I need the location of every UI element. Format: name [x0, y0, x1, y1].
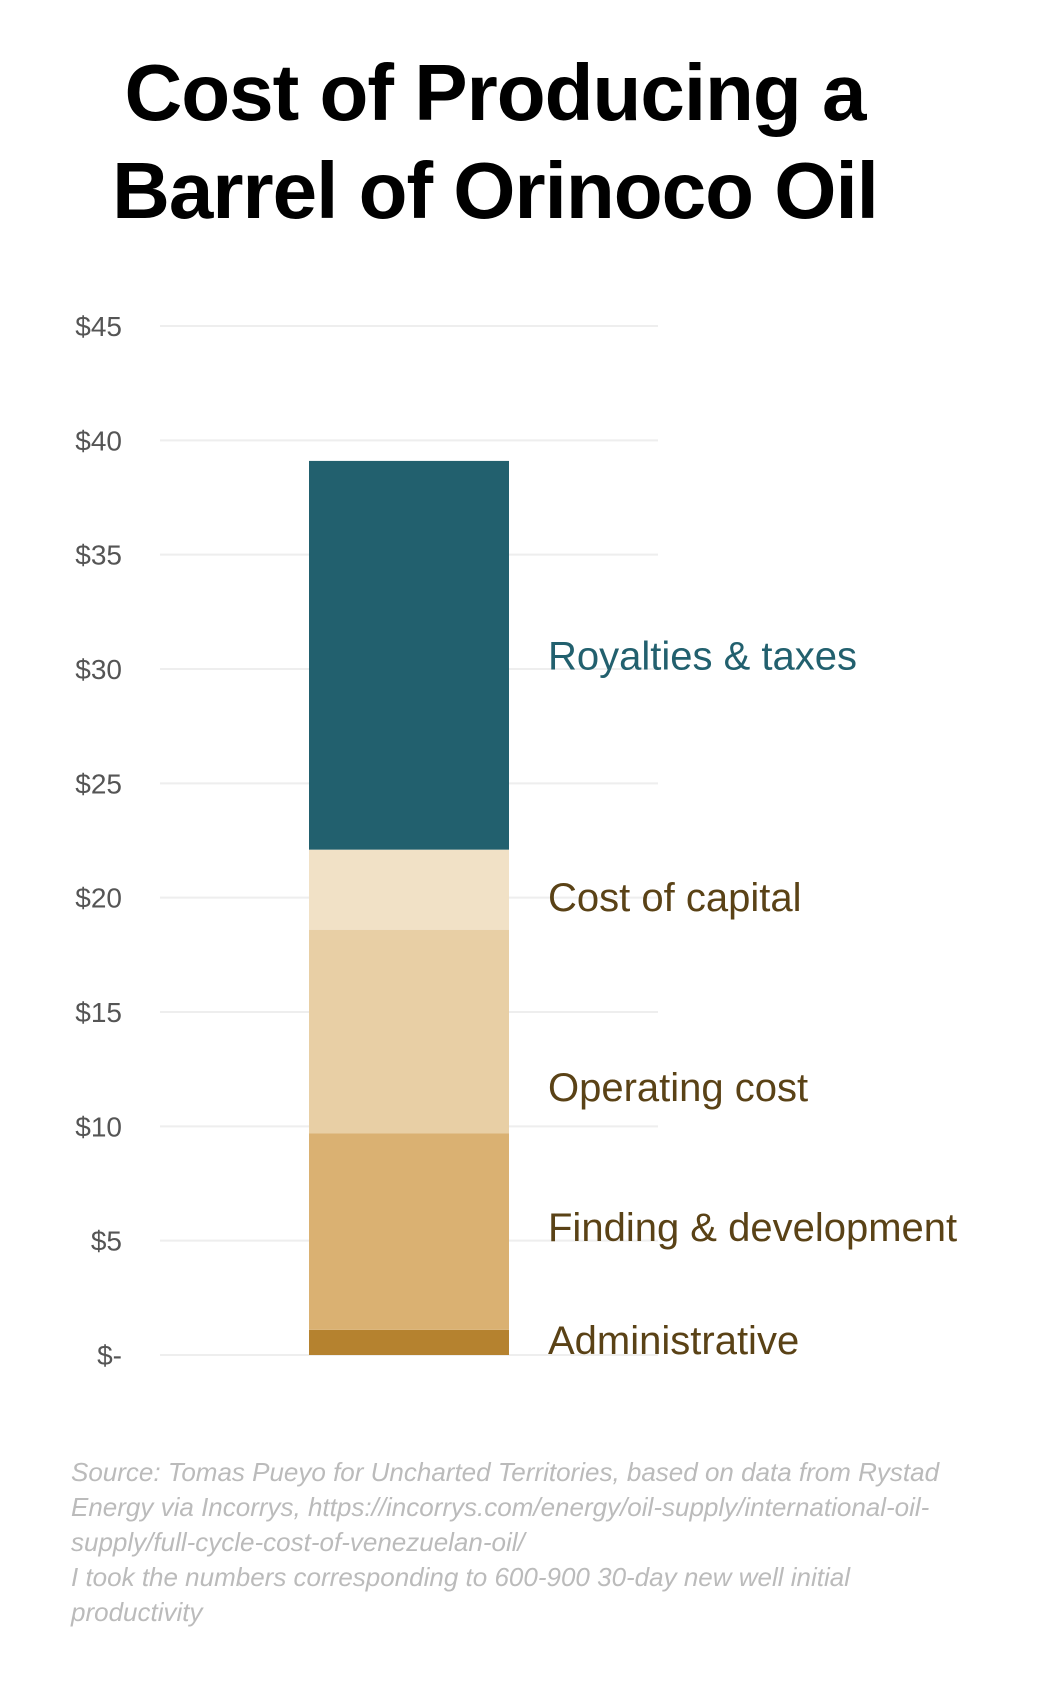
y-tick-label: $10 [75, 1111, 122, 1142]
bar-segment-operating-cost [309, 929, 509, 1134]
bar-segment-finding-development [309, 1133, 509, 1330]
segment-label-administrative: Administrative [548, 1319, 799, 1363]
y-tick-label: $30 [75, 654, 122, 685]
source-line-4: I took the numbers corresponding to 600-… [71, 1562, 851, 1592]
segment-label-finding-development: Finding & development [548, 1206, 957, 1250]
source-line-2: Energy via Incorrys, https://incorrys.co… [71, 1492, 930, 1522]
bar-segment-administrative [309, 1329, 509, 1355]
source-line-3: supply/full-cycle-cost-of-venezuelan-oil… [71, 1527, 525, 1557]
segment-label-royalties-taxes: Royalties & taxes [548, 634, 857, 678]
bar-segment-royalties-taxes [309, 460, 509, 850]
y-tick-label: $15 [75, 997, 122, 1028]
stacked-bar-chart: $- $5 $10 $15 $20 $25 $30 $35 $40 $45 Administrat… [75, 311, 957, 1371]
bar-stack [309, 460, 509, 1355]
bar-segment-cost-of-capital [309, 849, 509, 930]
segment-label-operating-cost: Operating cost [548, 1066, 808, 1110]
y-tick-label: $5 [91, 1226, 122, 1257]
y-axis: $- $5 $10 $15 $20 $25 $30 $35 $40 $45 [75, 311, 122, 1371]
chart-title-line-2: Barrel of Orinoco Oil [112, 146, 879, 235]
y-tick-label: $40 [75, 425, 122, 456]
y-tick-label: $20 [75, 883, 122, 914]
y-tick-label: $- [97, 1340, 122, 1371]
y-tick-label: $35 [75, 540, 122, 571]
y-tick-label: $25 [75, 768, 122, 799]
segment-label-cost-of-capital: Cost of capital [548, 876, 801, 920]
source-note: Source: Tomas Pueyo for Uncharted Territ… [71, 1455, 1031, 1630]
source-line-1: Source: Tomas Pueyo for Uncharted Territ… [71, 1457, 940, 1487]
chart-title-line-1: Cost of Producing a [124, 48, 867, 137]
source-line-5: productivity [71, 1597, 203, 1627]
chart-title: Cost of Producing a Barrel of Orinoco Oi… [0, 44, 990, 240]
segment-labels: Administrative Finding & development Opera… [548, 634, 957, 1363]
y-tick-label: $45 [75, 311, 122, 342]
